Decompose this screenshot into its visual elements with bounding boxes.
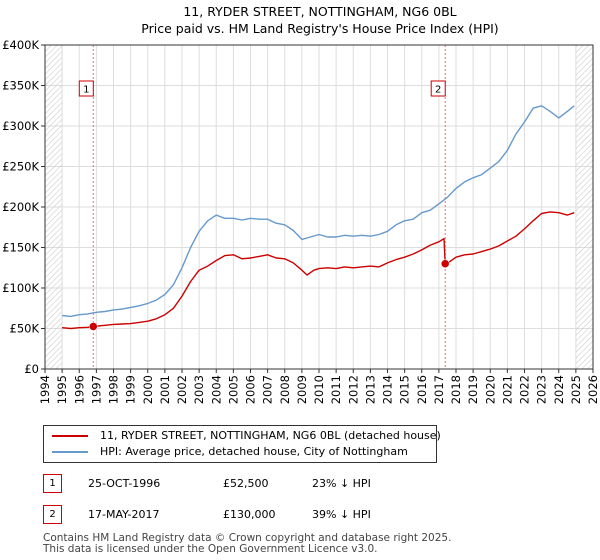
transaction-hpi-diff: 23% ↓ HPI [312,477,371,490]
sale-badge-box [430,80,446,97]
x-tick-label: 2004 [209,375,223,404]
x-tick-label: 1998 [107,375,121,404]
chart-subtitle: Price paid vs. HM Land Registry's House … [141,21,499,36]
transaction-date: 25-OCT-1996 [88,477,161,490]
x-tick-label: 2001 [158,375,172,404]
legend-swatch-hpi [52,451,88,453]
chart-title: 11, RYDER STREET, NOTTINGHAM, NG6 0BL [183,4,457,19]
x-tick-label: 2014 [381,375,395,404]
transaction-price: £130,000 [223,508,276,521]
transaction-badge: 1 [43,474,62,493]
x-tick-label: 2007 [261,375,275,404]
footer-licence: This data is licensed under the Open Gov… [43,543,378,555]
y-tick-label: £150K [2,241,39,255]
transaction-date: 17-MAY-2017 [88,508,160,521]
x-tick-label: 2022 [518,375,532,404]
x-tick-label: 2011 [329,375,343,404]
footer-copyright: Contains HM Land Registry data © Crown c… [43,532,452,544]
x-tick-label: 2017 [432,375,446,404]
x-tick-label: 2000 [141,375,155,404]
y-tick-label: £0 [24,362,39,376]
x-tick-label: 1996 [72,375,86,404]
sale-point [440,259,450,268]
x-tick-label: 2019 [466,375,480,404]
hatched-region [45,45,63,369]
x-tick-label: 2005 [226,375,240,404]
x-tick-label: 2026 [586,375,600,404]
x-tick-label: 2010 [312,375,326,404]
x-tick-label: 1999 [124,375,138,404]
hatched-region [575,45,593,369]
x-tick-label: 2018 [449,375,463,404]
x-tick-label: 2009 [295,375,309,404]
series-line-property [62,211,575,330]
sale-badge-label: 1 [83,85,89,96]
x-tick-label: 1994 [38,375,52,404]
x-tick-label: 1997 [89,375,103,404]
x-tick-label: 2020 [483,375,497,404]
legend-label-property: 11, RYDER STREET, NOTTINGHAM, NG6 0BL (d… [100,429,441,442]
sale-badge-label: 2 [435,85,441,96]
x-tick-label: 2003 [192,375,206,404]
x-tick-label: 2002 [175,375,189,404]
x-tick-label: 1995 [55,375,69,404]
x-tick-label: 2015 [398,375,412,404]
transaction-hpi-diff: 39% ↓ HPI [312,508,371,521]
x-tick-label: 2012 [346,375,360,404]
x-tick-label: 2016 [415,375,429,404]
transaction-badge: 2 [43,505,62,524]
legend-swatch-property [52,435,88,437]
price-chart: 1 2 £0 £50K £100K £150K £200K £250K £300K £350K £4… [2,38,600,404]
x-tick-label: 2008 [278,375,292,404]
y-tick-label: £100K [2,281,39,295]
x-tick-label: 2025 [569,375,583,404]
legend-label-hpi: HPI: Average price, detached house, City… [100,445,408,458]
footer: Contains HM Land Registry data © Crown c… [43,533,451,555]
x-tick-label: 2023 [535,375,549,404]
sale-badge-box [78,80,94,97]
y-tick-label: £50K [10,322,40,336]
y-tick-label: £200K [2,200,39,214]
y-tick-label: £250K [2,160,39,174]
y-tick-label: £300K [2,119,39,133]
x-tick-label: 2021 [500,375,514,404]
y-tick-label: £350K [2,79,39,93]
x-tick-label: 2024 [552,375,566,404]
chart-title-block: 11, RYDER STREET, NOTTINGHAM, NG6 0BL Pr… [0,3,600,37]
transaction-price: £52,500 [223,477,269,490]
x-tick-label: 2013 [363,375,377,404]
sale-point [89,322,98,331]
x-tick-label: 2006 [244,375,258,404]
chart-legend: 11, RYDER STREET, NOTTINGHAM, NG6 0BL (d… [43,425,441,463]
series-line-hpi [62,105,575,318]
y-tick-label: £400K [2,38,39,52]
